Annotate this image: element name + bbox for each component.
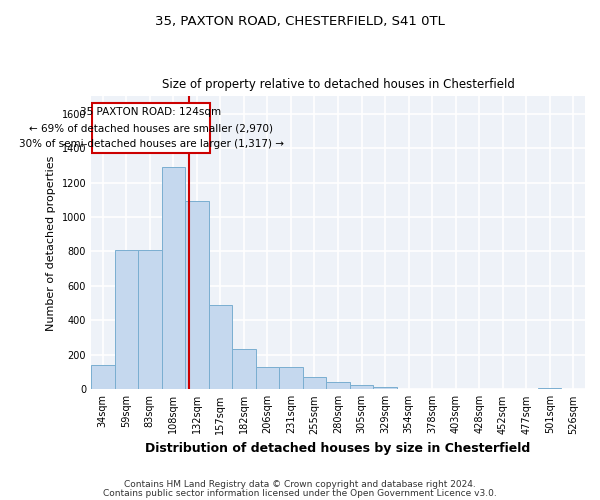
Bar bbox=[538, 388, 562, 390]
Bar bbox=[303, 377, 326, 390]
Bar bbox=[185, 202, 209, 390]
Bar bbox=[209, 305, 232, 390]
Text: ← 69% of detached houses are smaller (2,970): ← 69% of detached houses are smaller (2,… bbox=[29, 123, 273, 133]
Bar bbox=[92, 103, 210, 153]
Title: Size of property relative to detached houses in Chesterfield: Size of property relative to detached ho… bbox=[161, 78, 514, 91]
Bar bbox=[232, 349, 256, 390]
Bar bbox=[138, 250, 161, 390]
Bar bbox=[350, 385, 373, 390]
Text: Contains public sector information licensed under the Open Government Licence v3: Contains public sector information licen… bbox=[103, 490, 497, 498]
Bar bbox=[279, 367, 303, 390]
Bar bbox=[256, 367, 279, 390]
Text: 30% of semi-detached houses are larger (1,317) →: 30% of semi-detached houses are larger (… bbox=[19, 139, 284, 149]
Text: 35, PAXTON ROAD, CHESTERFIELD, S41 0TL: 35, PAXTON ROAD, CHESTERFIELD, S41 0TL bbox=[155, 15, 445, 28]
Bar bbox=[91, 365, 115, 390]
Y-axis label: Number of detached properties: Number of detached properties bbox=[46, 155, 56, 330]
Bar bbox=[373, 386, 397, 390]
Bar bbox=[115, 250, 138, 390]
Bar bbox=[326, 382, 350, 390]
X-axis label: Distribution of detached houses by size in Chesterfield: Distribution of detached houses by size … bbox=[145, 442, 530, 455]
Bar bbox=[161, 167, 185, 390]
Text: Contains HM Land Registry data © Crown copyright and database right 2024.: Contains HM Land Registry data © Crown c… bbox=[124, 480, 476, 489]
Text: 35 PAXTON ROAD: 124sqm: 35 PAXTON ROAD: 124sqm bbox=[80, 107, 221, 117]
